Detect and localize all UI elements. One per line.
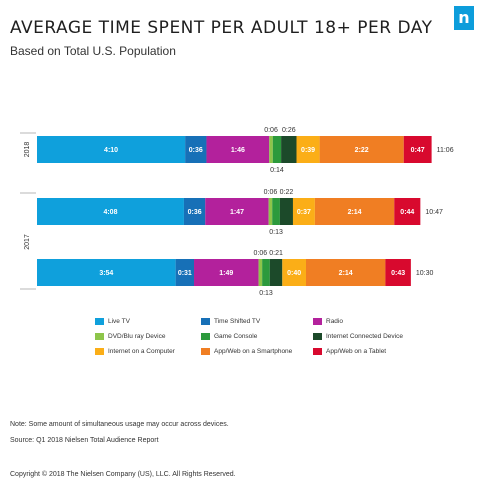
bar-segment-dvd-blu-ray-device-2018-Q1	[269, 136, 273, 163]
bar-segment-internet-on-a-computer-2017-Q3	[282, 259, 306, 286]
bar-segment-game-console-2018-Q1	[272, 136, 282, 163]
data-label-radio-2018-Q1: 1:46	[231, 147, 245, 154]
legend-label-internet-connected-device: Internet Connected Device	[326, 333, 403, 340]
footnote-note: Note: Some amount of simultaneous usage …	[10, 421, 229, 428]
bar-segment-app-web-on-a-tablet-2017-Q3	[385, 259, 411, 286]
data-label-game-console-2018-Q1: 0:14	[270, 167, 284, 174]
data-label-app-web-on-a-tablet-2017-Q3: 0:43	[391, 270, 405, 277]
bar-segment-game-console-2017-Q4	[272, 198, 280, 225]
legend-swatch-internet-on-a-computer	[95, 348, 104, 355]
data-label-game-console-2017-Q4: 0:13	[269, 229, 283, 236]
legend-swatch-radio	[313, 318, 322, 325]
legend-label-app-web-on-a-tablet: App/Web on a Tablet	[326, 348, 387, 355]
stacked-bar-chart: 20182017Q14:100:361:460:060:140:260:392:…	[20, 127, 454, 297]
data-label-internet-on-a-computer-2018-Q1: 0:39	[301, 147, 315, 154]
legend-label-time-shifted-tv: Time Shifted TV	[214, 318, 261, 325]
year-label-2018: 2018	[24, 142, 31, 158]
legend-swatch-app-web-on-a-smartphone	[201, 348, 210, 355]
bar-segment-internet-on-a-computer-2017-Q4	[292, 198, 315, 225]
legend-item-internet-on-a-computer: Internet on a Computer	[95, 348, 175, 355]
data-label-internet-on-a-computer-2017-Q3: 0:40	[287, 270, 301, 277]
year-label-2017: 2017	[24, 234, 31, 250]
bar-segment-live-tv-2017-Q4	[37, 198, 184, 225]
bar-segment-internet-connected-device-2017-Q3	[269, 259, 283, 286]
bar-segment-time-shifted-tv-2017-Q4	[183, 198, 206, 225]
legend-item-game-console: Game Console	[201, 333, 257, 340]
legend-swatch-internet-connected-device	[313, 333, 322, 340]
data-label-app-web-on-a-tablet-2018-Q1: 0:47	[411, 147, 425, 154]
total-label-2017-Q4: 10:47	[425, 209, 443, 216]
data-label-time-shifted-tv-2017-Q3: 0:31	[178, 270, 192, 277]
legend-item-dvd-blu-ray-device: DVD/Blu ray Device	[95, 333, 165, 340]
legend-item-radio: Radio	[313, 318, 343, 325]
data-label-internet-on-a-computer-2017-Q4: 0:37	[297, 209, 311, 216]
bar-segment-internet-connected-device-2017-Q4	[279, 198, 293, 225]
data-label-time-shifted-tv-2017-Q4: 0:36	[188, 209, 202, 216]
footnote-copyright: Copyright © 2018 The Nielsen Company (US…	[10, 471, 236, 478]
legend-label-internet-on-a-computer: Internet on a Computer	[108, 348, 175, 355]
bar-segment-app-web-on-a-smartphone-2017-Q3	[306, 259, 386, 286]
bar-segment-live-tv-2017-Q3	[37, 259, 176, 286]
data-label-internet-connected-device-2017-Q4: 0:22	[280, 189, 294, 196]
legend-label-radio: Radio	[326, 318, 343, 325]
bar-segment-internet-on-a-computer-2018-Q1	[296, 136, 320, 163]
bar-segment-radio-2017-Q3	[194, 259, 259, 286]
legend-swatch-app-web-on-a-tablet	[313, 348, 322, 355]
footnote-source: Source: Q1 2018 Nielsen Total Audience R…	[10, 437, 159, 444]
bar-segment-game-console-2017-Q3	[262, 259, 270, 286]
legend-swatch-time-shifted-tv	[201, 318, 210, 325]
data-label-internet-connected-device-2017-Q3: 0:21	[269, 250, 283, 257]
data-label-game-console-2017-Q3: 0:13	[259, 290, 273, 297]
data-label-radio-2017-Q4: 1:47	[230, 209, 244, 216]
legend-item-live-tv: Live TV	[95, 318, 130, 325]
bar-segment-radio-2017-Q4	[205, 198, 269, 225]
legend-swatch-game-console	[201, 333, 210, 340]
legend-item-app-web-on-a-smartphone: App/Web on a Smartphone	[201, 348, 292, 355]
bar-segment-dvd-blu-ray-device-2017-Q3	[258, 259, 263, 286]
legend-label-game-console: Game Console	[214, 333, 258, 340]
bar-segment-time-shifted-tv-2017-Q3	[175, 259, 195, 286]
nielsen-logo: n	[454, 6, 474, 30]
data-label-dvd-blu-ray-device-2017-Q3: 0:06	[254, 250, 268, 257]
legend-item-app-web-on-a-tablet: App/Web on a Tablet	[313, 348, 386, 355]
bar-segment-time-shifted-tv-2018-Q1	[185, 136, 207, 163]
legend-label-live-tv: Live TV	[108, 318, 130, 325]
logo-letter: n	[458, 8, 470, 27]
data-label-dvd-blu-ray-device-2018-Q1: 0:06	[264, 127, 278, 134]
chart-title: AVERAGE TIME SPENT PER ADULT 18+ PER DAY	[10, 18, 433, 38]
bar-segment-internet-connected-device-2018-Q1	[281, 136, 297, 163]
bar-segment-radio-2018-Q1	[206, 136, 270, 163]
total-label-2018-Q1: 11:06	[437, 147, 454, 154]
legend-label-dvd-blu-ray-device: DVD/Blu ray Device	[108, 333, 166, 340]
data-label-live-tv-2017-Q4: 4:08	[103, 209, 117, 216]
bar-segment-live-tv-2018-Q1	[37, 136, 186, 163]
data-label-app-web-on-a-smartphone-2018-Q1: 2:22	[355, 147, 369, 154]
data-label-live-tv-2017-Q3: 3:54	[99, 270, 113, 277]
bar-segment-dvd-blu-ray-device-2017-Q4	[268, 198, 273, 225]
data-label-live-tv-2018-Q1: 4:10	[104, 147, 118, 154]
chart-subtitle: Based on Total U.S. Population	[10, 44, 176, 58]
data-label-internet-connected-device-2018-Q1: 0:26	[282, 127, 296, 134]
data-label-radio-2017-Q3: 1:49	[219, 270, 233, 277]
legend-swatch-dvd-blu-ray-device	[95, 333, 104, 340]
bar-segment-app-web-on-a-smartphone-2017-Q4	[314, 198, 395, 225]
bar-segment-app-web-on-a-tablet-2017-Q4	[394, 198, 421, 225]
data-label-app-web-on-a-smartphone-2017-Q4: 2:14	[348, 209, 362, 216]
legend-swatch-live-tv	[95, 318, 104, 325]
data-label-time-shifted-tv-2018-Q1: 0:36	[189, 147, 203, 154]
bar-segment-app-web-on-a-smartphone-2018-Q1	[319, 136, 404, 163]
total-label-2017-Q3: 10:30	[416, 270, 434, 277]
data-label-app-web-on-a-tablet-2017-Q4: 0:44	[400, 209, 414, 216]
bar-segment-app-web-on-a-tablet-2018-Q1	[403, 136, 432, 163]
data-label-dvd-blu-ray-device-2017-Q4: 0:06	[264, 189, 278, 196]
data-label-app-web-on-a-smartphone-2017-Q3: 2:14	[339, 270, 353, 277]
legend-item-internet-connected-device: Internet Connected Device	[313, 333, 403, 340]
legend-label-app-web-on-a-smartphone: App/Web on a Smartphone	[214, 348, 293, 355]
legend-item-time-shifted-tv: Time Shifted TV	[201, 318, 260, 325]
